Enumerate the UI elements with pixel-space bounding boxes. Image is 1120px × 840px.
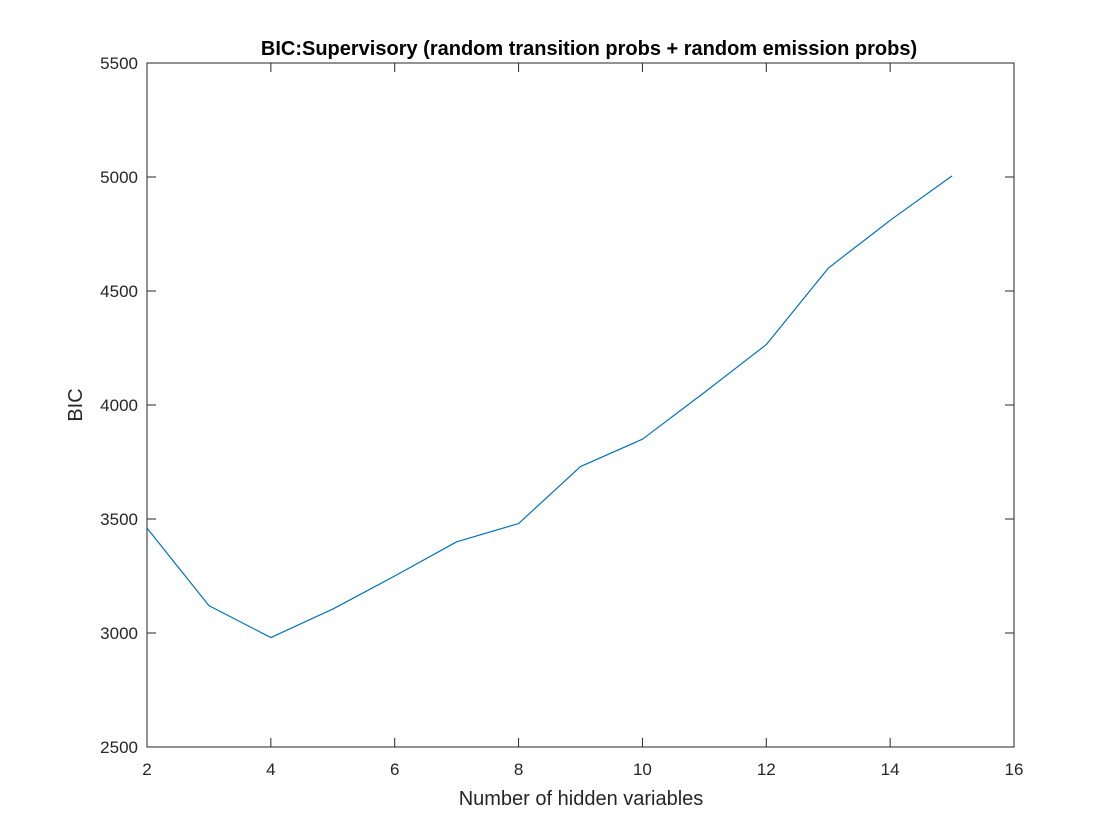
series-line — [146, 175, 953, 639]
x-tick-label: 14 — [881, 760, 900, 779]
y-tick-label: 4500 — [100, 282, 138, 301]
chart-title: BIC:Supervisory (random transition probs… — [261, 38, 917, 60]
x-tick-label: 10 — [633, 760, 652, 779]
y-tick-label: 2500 — [100, 738, 138, 757]
x-tick-label: 12 — [757, 760, 776, 779]
x-tick-label: 8 — [514, 760, 523, 779]
x-tick-label: 4 — [266, 760, 275, 779]
plot-area: 2 4 6 8 10 12 14 16 2500 3000 3500 4000 4500 5000 5500 — [100, 54, 1023, 779]
y-tick-label: 5000 — [100, 168, 138, 187]
axes-box — [146, 62, 1015, 748]
x-tick-label: 2 — [142, 760, 151, 779]
x-tick-label: 6 — [390, 760, 399, 779]
x-tick-label: 16 — [1005, 760, 1024, 779]
x-axis-label: Number of hidden variables — [459, 788, 704, 810]
y-tick-label: 3500 — [100, 510, 138, 529]
y-tick-label: 3000 — [100, 624, 138, 643]
y-axis-label: BIC — [65, 388, 87, 421]
y-tick-label: 4000 — [100, 396, 138, 415]
y-tick-label: 5500 — [100, 54, 138, 73]
